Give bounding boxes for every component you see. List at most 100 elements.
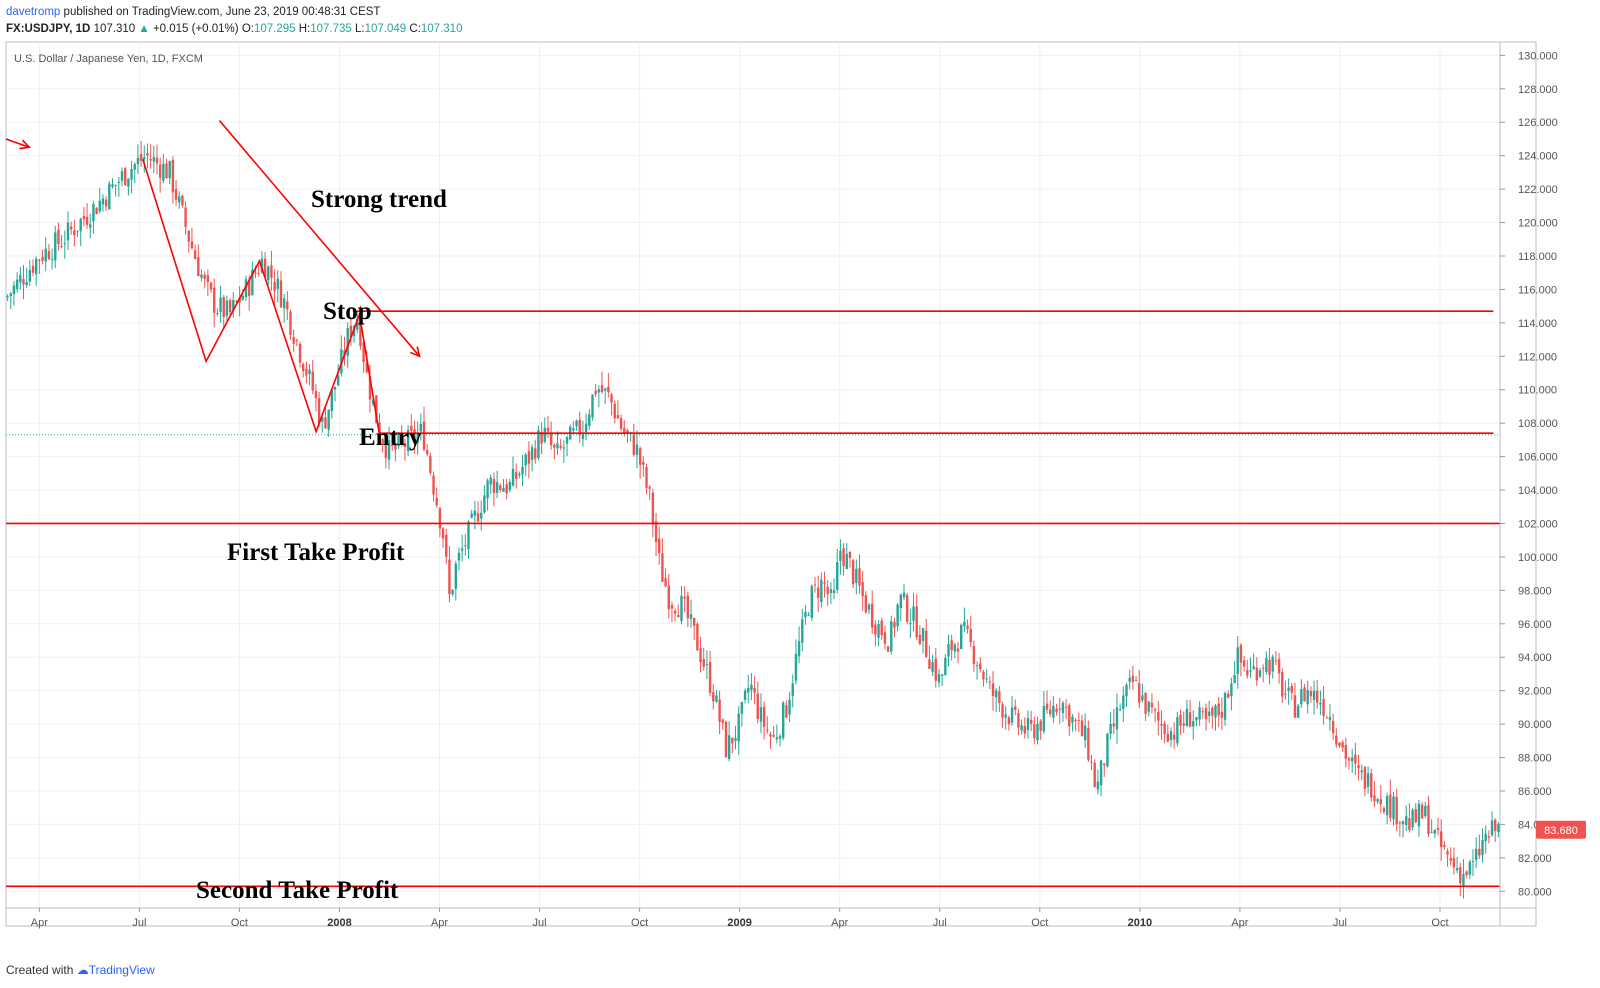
candle-body: [1363, 766, 1367, 789]
candle-body: [31, 266, 35, 273]
candle-body: [829, 589, 833, 594]
candle-body: [610, 394, 613, 403]
candle-body: [279, 280, 283, 308]
y-tick-label: 124.000: [1518, 151, 1558, 163]
candle-body: [222, 296, 225, 317]
candle-body: [588, 414, 591, 426]
candle-body: [1033, 724, 1036, 739]
candle-body: [184, 207, 187, 227]
candle-body: [79, 218, 82, 232]
candle-body: [133, 164, 136, 170]
candle-body: [855, 568, 858, 583]
candle-body: [1379, 799, 1382, 805]
annotation-strong-trend: Strong trend: [311, 186, 447, 213]
candle-body: [950, 640, 953, 651]
candle-body: [820, 579, 823, 603]
candle-body: [168, 161, 171, 179]
candle-body: [292, 336, 295, 344]
candle-body: [1360, 770, 1363, 773]
time-axis[interactable]: Apr Jul Oct 2008 Apr Jul Oct 2009 Apr Jul Oct 2010 A…: [6, 907, 1536, 929]
candles[interactable]: [6, 140, 1500, 899]
candle-body: [448, 559, 451, 595]
candle-body: [982, 671, 985, 680]
candle-body: [251, 269, 254, 295]
candle-body: [1236, 647, 1239, 674]
candle-body: [654, 521, 658, 542]
tradingview-logo-icon[interactable]: ☁: [76, 963, 89, 977]
candle-body: [1074, 719, 1077, 721]
candle-body: [867, 604, 871, 610]
candle-body: [327, 409, 330, 430]
candle-body: [1300, 689, 1303, 705]
open-value: 107.295: [253, 23, 296, 35]
tradingview-brand[interactable]: TradingView: [88, 963, 155, 977]
candle-body: [518, 473, 521, 476]
candle-body: [257, 273, 260, 275]
candle-body: [1083, 725, 1087, 741]
candle-body: [435, 497, 438, 506]
candle-body: [47, 250, 51, 259]
candle-body: [213, 287, 216, 313]
candle-body: [877, 624, 880, 638]
candle-body: [193, 250, 197, 260]
candle-body: [162, 163, 165, 181]
candle-body: [495, 482, 499, 493]
y-tick-label: 118.000: [1518, 251, 1557, 263]
candle-body: [1099, 760, 1103, 786]
candle-body: [677, 614, 680, 618]
candle-body: [1271, 656, 1274, 672]
candle-body: [823, 582, 826, 584]
candle-body: [836, 562, 839, 590]
candle-body: [1007, 717, 1011, 725]
candle-body: [368, 376, 372, 400]
candle-body: [902, 592, 906, 598]
candle-body: [203, 274, 206, 279]
candle-body: [750, 684, 753, 691]
candle-body: [1338, 742, 1341, 747]
candle-body: [842, 548, 845, 567]
candle-body: [101, 198, 105, 205]
author-link[interactable]: davetromp: [6, 6, 61, 18]
candle-body: [130, 168, 133, 180]
x-tick-label: Oct: [631, 917, 648, 929]
candle-body: [336, 375, 340, 386]
candle-body: [403, 443, 407, 447]
candle-body: [1357, 765, 1360, 769]
candle-body: [98, 200, 101, 212]
candle-body: [384, 444, 388, 458]
candle-body: [848, 551, 852, 558]
candle-body: [1172, 734, 1176, 740]
candle-body: [642, 461, 645, 465]
candle-body: [1344, 745, 1348, 759]
candle-body: [1049, 709, 1052, 715]
candle-body: [1093, 762, 1096, 788]
candle-body: [645, 467, 648, 488]
price-axis[interactable]: 130.000 128.000 126.000 124.000 122.000 120.0…: [1499, 42, 1558, 926]
candle-body: [1287, 687, 1290, 692]
candle-body: [209, 282, 213, 290]
candle-body: [1420, 804, 1424, 819]
candle-body: [263, 258, 267, 278]
candle-body: [1462, 873, 1465, 886]
candle-body: [460, 548, 464, 551]
candle-body: [127, 178, 130, 187]
candle-body: [1405, 816, 1408, 826]
candle-body: [15, 279, 19, 289]
symbol-label[interactable]: FX:USDJPY, 1D: [6, 23, 91, 35]
candle-body: [187, 230, 190, 242]
candle-body: [530, 447, 534, 461]
candle-body: [1029, 719, 1033, 724]
candle-body: [419, 423, 423, 432]
candle-body: [960, 624, 963, 649]
candle-body: [667, 585, 670, 610]
candle-body: [871, 603, 874, 628]
candle-body: [988, 681, 992, 683]
x-tick-label: Apr: [1231, 917, 1248, 929]
grid: [6, 42, 1500, 908]
candle-body: [686, 595, 690, 619]
candle-body: [534, 448, 537, 459]
low-label: L:: [355, 23, 365, 35]
candle-body: [1163, 723, 1166, 735]
candle-body: [956, 648, 960, 652]
